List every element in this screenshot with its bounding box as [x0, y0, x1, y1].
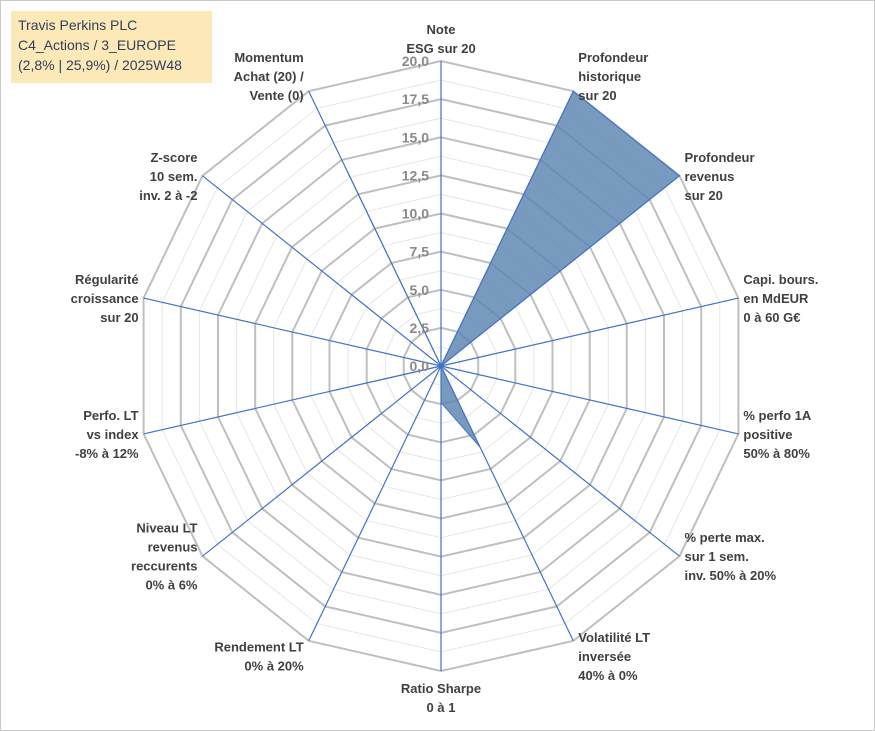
- tick-label: 15,0: [402, 129, 429, 145]
- axis-label-line: historique: [578, 69, 641, 84]
- axis-spoke: [143, 297, 442, 367]
- axis-label-line: Note: [427, 22, 456, 37]
- tick-label: 17,5: [402, 91, 429, 107]
- axis-label-line: Profondeur: [578, 50, 648, 65]
- title-line-category: C4_Actions / 3_EUROPE: [18, 37, 176, 53]
- axis-label-line: 0% à 20%: [244, 658, 304, 673]
- axis-spoke: [440, 175, 680, 367]
- axis-label-line: 0% à 6%: [145, 578, 197, 593]
- axis-label-line: inv. 2 à -2: [139, 188, 197, 203]
- axis-label: Momentum Achat (20) / Vente (0): [234, 50, 304, 103]
- title-line-stats: (2,8% | 25,9%) / 2025W48: [18, 57, 182, 73]
- tick-label: 5,0: [410, 282, 430, 298]
- axis-label: Profondeur historique sur 20: [578, 50, 648, 103]
- tick-label: 12,5: [402, 167, 429, 183]
- axis-label-line: inv. 50% à 20%: [685, 568, 777, 583]
- axis-label-line: Perfo. LT: [83, 408, 138, 423]
- axis-label: Note ESG sur 20: [406, 22, 475, 56]
- axis-spoke: [440, 365, 680, 557]
- axis-label-line: vs index: [87, 427, 140, 442]
- axis-label-line: sur 20: [685, 188, 723, 203]
- axis-label-line: revenus: [148, 540, 198, 555]
- axis-label: Ratio Sharpe 0 à 1: [401, 681, 481, 715]
- axis-label-line: ESG sur 20: [406, 41, 475, 56]
- axis-label-line: % perfo 1A: [743, 408, 812, 423]
- axis-label-line: 10 sem.: [150, 169, 198, 184]
- axis-label: Rendement LT 0% à 20%: [214, 639, 304, 673]
- axis-label-line: 0 à 60 G€: [743, 310, 800, 325]
- axis-spoke: [440, 297, 739, 367]
- axis-label-line: 0 à 1: [427, 700, 456, 715]
- axis-label-line: Achat (20) /: [234, 69, 304, 84]
- axis-spoke: [143, 365, 442, 435]
- axis-label: Z-score 10 sem. inv. 2 à -2: [139, 150, 197, 203]
- tick-label: 7,5: [410, 244, 430, 260]
- axis-spoke: [440, 365, 574, 642]
- tick-label: 2,5: [410, 320, 430, 336]
- axis-label-line: inversée: [578, 649, 631, 664]
- tick-label: 0,0: [410, 358, 430, 374]
- axis-label-line: Niveau LT: [136, 521, 197, 536]
- axis-spoke: [308, 365, 442, 642]
- axis-label-line: sur 1 sem.: [685, 549, 749, 564]
- axis-spoke: [308, 90, 442, 367]
- axis-spoke: [202, 175, 442, 367]
- axis-spoke: [440, 90, 574, 367]
- axis-label: Perfo. LT vs index -8% à 12%: [75, 408, 139, 461]
- axis-label-line: -8% à 12%: [75, 446, 139, 461]
- axis-label: Profondeur revenus sur 20: [685, 150, 755, 203]
- axis-spoke: [440, 365, 739, 435]
- axis-label-line: sur 20: [578, 88, 616, 103]
- axis-label-line: 40% à 0%: [578, 668, 638, 683]
- axis-label: Volatilité LT inversée 40% à 0%: [578, 630, 650, 683]
- axis-label-line: 50% à 80%: [743, 446, 810, 461]
- axis-label-line: revenus: [685, 169, 735, 184]
- tick-label: 20,0: [402, 53, 429, 69]
- axis-label-line: croissance: [71, 291, 139, 306]
- axis-label-line: Rendement LT: [214, 639, 303, 654]
- axis-label-line: Profondeur: [685, 150, 755, 165]
- axis-label: % perfo 1A positive 50% à 80%: [743, 408, 812, 461]
- axis-label-line: Vente (0): [250, 88, 304, 103]
- axis-label: Régularité croissance sur 20: [71, 272, 139, 325]
- axis-label-line: en MdEUR: [743, 291, 809, 306]
- axis-label-line: reccurents: [131, 559, 197, 574]
- axis-label-line: Z-score: [151, 150, 198, 165]
- axis-spoke: [202, 365, 442, 557]
- tick-label: 10,0: [402, 206, 429, 222]
- title-line-company: Travis Perkins PLC: [18, 17, 138, 33]
- title-box: Travis Perkins PLC C4_Actions / 3_EUROPE…: [11, 11, 212, 83]
- axis-label: % perte max. sur 1 sem. inv. 50% à 20%: [685, 530, 777, 583]
- axis-label-line: sur 20: [100, 310, 138, 325]
- axis-label-line: Momentum: [234, 50, 303, 65]
- axis-label-line: positive: [743, 427, 792, 442]
- axis-label-line: Volatilité LT: [578, 630, 650, 645]
- axis-label-line: Capi. bours.: [743, 272, 818, 287]
- axis-label: Capi. bours. en MdEUR 0 à 60 G€: [743, 272, 818, 325]
- axis-label-line: Régularité: [75, 272, 139, 287]
- axis-label: Niveau LT revenus reccurents 0% à 6%: [131, 521, 198, 593]
- axis-label-line: % perte max.: [685, 530, 765, 545]
- axis-label-line: Ratio Sharpe: [401, 681, 481, 696]
